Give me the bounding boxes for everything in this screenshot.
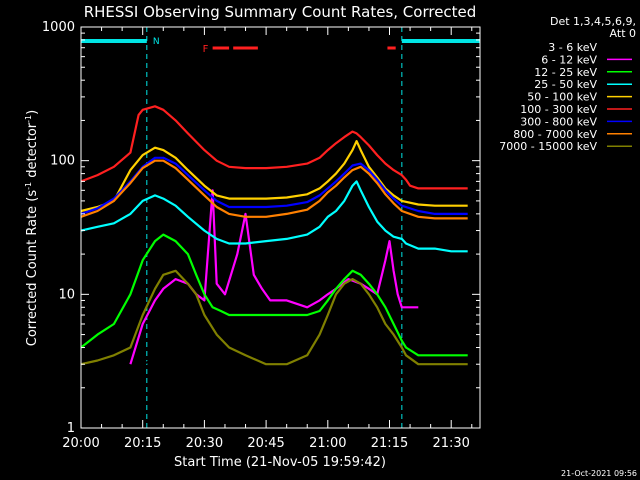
legend-label: 25 - 50 keV xyxy=(534,78,597,91)
y-axis-label-mid: detector xyxy=(25,122,40,182)
legend-label: 3 - 6 keV xyxy=(548,41,597,54)
x-axis: 20:00 20:15 20:30 20:45 21:00 21:15 21:30 xyxy=(62,27,473,451)
legend-header: Det 1,3,4,5,6,9, xyxy=(550,15,636,28)
legend-label: 800 - 7000 keV xyxy=(513,128,597,141)
legend-label: 7000 - 15000 keV xyxy=(499,140,597,153)
series-line-6 xyxy=(80,156,468,215)
series-line-4 xyxy=(80,140,468,213)
legend-header: Att 0 xyxy=(610,27,636,40)
x-tick-label: 21:30 xyxy=(432,436,469,451)
x-tick-label: 20:15 xyxy=(124,436,161,451)
legend-label: 100 - 300 keV xyxy=(520,103,597,116)
legend-label: 50 - 100 keV xyxy=(527,91,597,104)
x-axis-label: Start Time (21-Nov-05 19:59:42) xyxy=(174,455,386,470)
plot-area: N F 20:00 20:15 20:30 20:45 21:00 21:15 21:30 1… xyxy=(42,20,481,451)
series-line-7 xyxy=(80,159,468,220)
legend-label: 6 - 12 keV xyxy=(541,53,597,66)
y-tick-label: 1 xyxy=(67,421,75,436)
series-layer xyxy=(80,105,468,429)
x-tick-label: 21:00 xyxy=(309,436,346,451)
y-axis-label-sup1: -1 xyxy=(24,182,33,190)
series-line-0 xyxy=(133,273,403,429)
series-line-5 xyxy=(80,105,468,190)
y-axis: 1 10 100 1000 xyxy=(42,20,480,436)
plot-frame xyxy=(80,26,481,429)
x-tick-label: 20:00 xyxy=(62,436,99,451)
series-line-8 xyxy=(80,269,468,366)
y-axis-label-end: ) xyxy=(25,110,40,115)
y-tick-label: 1000 xyxy=(42,20,75,35)
legend-label: 300 - 800 keV xyxy=(520,115,597,128)
y-axis-label-sup2: -1 xyxy=(24,115,33,123)
series-line-2 xyxy=(80,233,468,357)
footer-date: 21-Oct-2021 09:56 xyxy=(561,469,637,478)
x-tick-label: 20:30 xyxy=(186,436,223,451)
x-tick-label: 20:45 xyxy=(247,436,284,451)
y-tick-label: 10 xyxy=(58,287,75,302)
series-line-3 xyxy=(80,180,468,253)
y-tick-label: 100 xyxy=(50,154,75,169)
night-label: N xyxy=(153,37,160,47)
y-axis-label: Corrected Count Rate (s-1 detector-1) xyxy=(24,110,40,346)
x-tick-label: 21:15 xyxy=(371,436,408,451)
y-axis-label-main: Corrected Count Rate (s xyxy=(25,190,40,347)
chart-title: RHESSI Observing Summary Count Rates, Co… xyxy=(84,3,477,21)
flare-label: F xyxy=(203,44,209,55)
legend-label: 12 - 25 keV xyxy=(534,66,597,79)
